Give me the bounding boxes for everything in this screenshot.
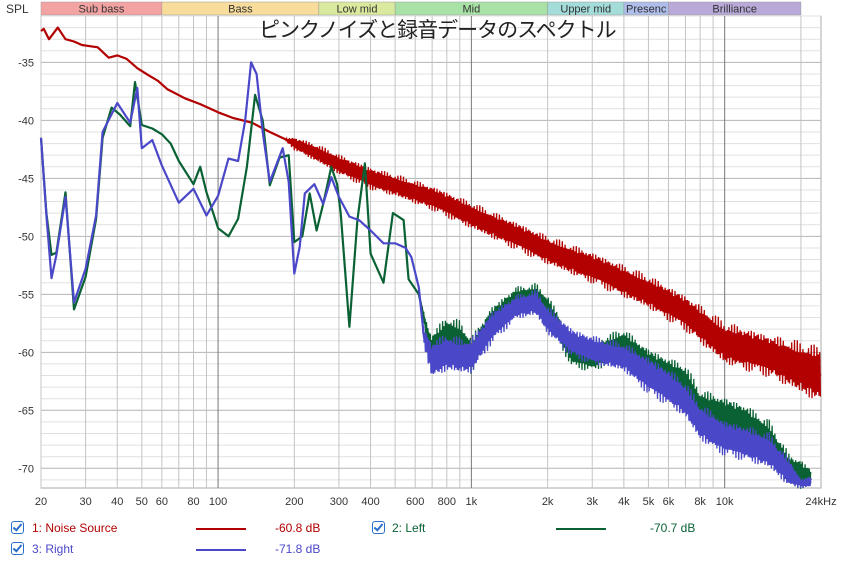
band-label: Brilliance (712, 4, 757, 16)
legend-label-left: 2: Left (392, 521, 426, 535)
x-tick-label: 300 (330, 496, 348, 508)
y-tick-label: -35 (18, 57, 34, 69)
legend-level-left: -70.7 dB (650, 521, 696, 535)
band-label: Bass (228, 4, 253, 16)
legend-level-right: -71.8 dB (275, 542, 321, 556)
x-tick-label: 5k (643, 496, 655, 508)
series-1-checkbox[interactable] (11, 521, 24, 534)
legend-swatch-right (196, 549, 246, 551)
y-tick-label: -60 (18, 347, 34, 359)
x-tick-label: 50 (136, 496, 148, 508)
x-tick-label: 4k (618, 496, 630, 508)
y-tick-label: -50 (18, 231, 34, 243)
x-tick-label: 30 (79, 496, 91, 508)
band-brilliance (668, 1, 802, 16)
y-tick-label: -40 (18, 115, 34, 127)
legend-swatch-noise-source (196, 528, 246, 530)
x-tick-label: 400 (361, 496, 379, 508)
y-tick-label: -65 (18, 405, 34, 417)
x-tick-label: 600 (406, 496, 424, 508)
chart-title: ピンクノイズと録音データのスペクトル (259, 19, 617, 42)
x-tick-label: 60 (156, 496, 168, 508)
x-tick-label: 20 (35, 496, 47, 508)
y-tick-label: -70 (18, 463, 34, 475)
band-label: Sub bass (78, 4, 124, 16)
band-label: Low mid (337, 4, 378, 16)
x-tick-label: 1k (466, 496, 478, 508)
legend-swatch-left (556, 528, 606, 530)
x-tick-label: 200 (285, 496, 303, 508)
band-label: Upper mid (560, 4, 611, 16)
y-tick-label: -45 (18, 173, 34, 185)
series-3-checkbox[interactable] (11, 542, 24, 555)
band-label: Presenc (626, 4, 667, 16)
x-tick-label: 6k (663, 496, 675, 508)
series-1-noise-source (40, 26, 822, 399)
x-tick-label: 80 (187, 496, 199, 508)
x-tick-label: 8k (694, 496, 706, 508)
x-tick-label: 10k (716, 496, 734, 508)
legend-label-right: 3: Right (32, 542, 74, 556)
x-tick-label: 800 (438, 496, 456, 508)
series-noise-band (284, 136, 822, 399)
series-3-right (39, 61, 812, 488)
x-tick-label: 2k (542, 496, 554, 508)
series-noise-band (418, 287, 812, 488)
x-tick-label: 40 (111, 496, 123, 508)
y-tick-label: -55 (18, 289, 34, 301)
legend-level-noise-source: -60.8 dB (275, 521, 321, 535)
x-tick-label: 24kHz (805, 496, 836, 508)
series-2-checkbox[interactable] (372, 521, 385, 534)
y-axis-label: SPL (6, 2, 29, 16)
legend-label-noise-source: 1: Noise Source (32, 521, 118, 535)
band-label: Mid (463, 4, 481, 16)
x-tick-label: 3k (586, 496, 598, 508)
x-tick-label: 100 (209, 496, 227, 508)
